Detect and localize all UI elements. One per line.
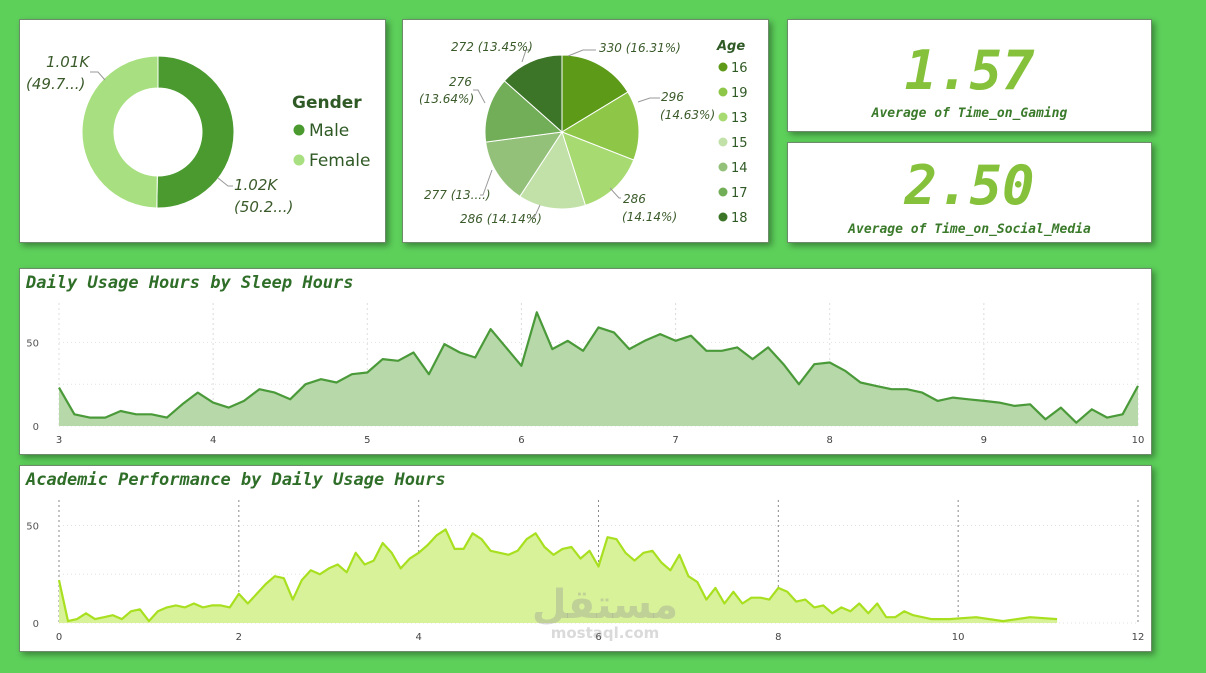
sleep-usage-xtick-0: 3 [56, 435, 62, 446]
age-slice-18 [503, 54, 563, 134]
kpi-gaming-label: Average of Time_on_Gaming [871, 106, 1068, 121]
academic-usage-line [57, 528, 1058, 623]
academic-usage-ytick-1: 50 [26, 522, 39, 533]
academic-usage-xtick-3: 6 [595, 632, 601, 643]
gender-legend-title: Gender [292, 93, 362, 113]
age-label-18-value: 272 (13.45%) [451, 40, 533, 54]
sleep-usage-xtick-1: 4 [210, 435, 216, 446]
gender-leader-male [217, 177, 233, 187]
academic-usage-xtick-4: 8 [775, 632, 781, 643]
academic-usage-area-chart: 0 50 0 2 4 6 8 10 12 [26, 500, 1145, 643]
age-slice-15 [519, 130, 587, 210]
age-legend-label-16: 16 [731, 61, 748, 76]
age-legend-label-18: 18 [731, 211, 748, 226]
kpi-social-value: 2.50 [904, 154, 1035, 217]
age-legend-title: Age [716, 39, 745, 54]
sleep-usage-ytick-1: 50 [26, 338, 39, 349]
age-legend-label-14: 14 [731, 161, 748, 176]
age-pie-chart: 330 (16.31%) 296 (14.63%) 286 (14.14%) 286 (1… [419, 39, 748, 226]
sleep-usage-card: Daily Usage Hours by Sleep Hours 0 50 3 4 5 6… [19, 268, 1152, 455]
sleep-usage-xtick-6: 9 [981, 435, 987, 446]
age-label-13-leader [609, 187, 621, 199]
age-legend-label-13: 13 [731, 111, 748, 126]
age-label-19-leader [637, 97, 660, 103]
age-label-18-leader [521, 49, 531, 63]
sleep-usage-area [59, 312, 1138, 426]
age-pie-card: 330 (16.31%) 296 (14.63%) 286 (14.14%) 286 (1… [402, 19, 769, 243]
academic-usage-xtick-2: 4 [415, 632, 421, 643]
age-label-17-value: 276 [449, 75, 472, 89]
sleep-usage-line [58, 311, 1139, 424]
age-slice-16 [561, 54, 629, 133]
age-label-16-leader [567, 49, 596, 57]
sleep-usage-xtick-2: 5 [364, 435, 370, 446]
gender-donut-card: 1.02K (50.2...) 1.01K (49.7...) Gender Male Fe… [19, 19, 386, 243]
age-label-13-percent: (14.14%) [622, 210, 677, 224]
age-label-14-leader [480, 169, 493, 196]
age-label-15-leader [530, 204, 541, 219]
age-label-13-value: 286 [623, 192, 646, 206]
age-legend-marker-14 [718, 162, 728, 172]
age-legend-label-17: 17 [731, 186, 748, 201]
academic-usage-title: Academic Performance by Daily Usage Hour… [26, 470, 446, 490]
gender-label-male-percent: (50.2...) [234, 198, 293, 216]
kpi-gaming-value: 1.57 [904, 39, 1035, 102]
gender-legend-label-male: Male [309, 121, 349, 141]
age-legend-marker-18 [718, 212, 728, 222]
gender-label-male-value: 1.02K [234, 176, 278, 194]
kpi-social-label: Average of Time_on_Social_Media [848, 222, 1091, 237]
age-label-17-percent: (13.64%) [419, 92, 474, 106]
gender-leader-female [90, 71, 106, 81]
age-label-17-leader [473, 89, 486, 104]
gender-donut-chart: 1.02K (50.2...) 1.01K (49.7...) Gender Male Fe… [26, 53, 370, 216]
kpi-gaming-card: 1.57 Average of Time_on_Gaming [787, 19, 1152, 132]
age-legend-marker-16 [718, 62, 728, 72]
age-slice-19 [560, 91, 640, 161]
sleep-usage-area-chart: 0 50 3 4 5 6 7 8 9 10 [26, 303, 1145, 446]
age-legend-marker-15 [718, 137, 728, 147]
sleep-usage-xtick-5: 8 [827, 435, 833, 446]
age-label-19-value: 296 [661, 90, 684, 104]
kpi-social-card: 2.50 Average of Time_on_Social_Media [787, 142, 1152, 243]
age-label-14-value: 277 (13....) [424, 188, 491, 202]
gender-slice-female [81, 55, 159, 209]
sleep-usage-xtick-7: 10 [1132, 435, 1145, 446]
sleep-usage-xtick-3: 6 [518, 435, 524, 446]
academic-usage-xtick-6: 12 [1132, 632, 1145, 643]
gender-legend-marker-male [293, 124, 305, 136]
gender-slice-male [156, 55, 235, 209]
sleep-usage-title: Daily Usage Hours by Sleep Hours [26, 273, 354, 293]
sleep-usage-ytick-0: 0 [33, 422, 39, 433]
age-slice-17 [484, 80, 564, 143]
sleep-usage-xtick-4: 7 [672, 435, 678, 446]
age-legend-marker-13 [718, 112, 728, 122]
age-legend-marker-17 [718, 187, 728, 197]
gender-label-female-value: 1.01K [46, 53, 90, 71]
age-label-16-value: 330 (16.31%) [599, 41, 681, 55]
age-legend-marker-19 [718, 87, 728, 97]
age-label-15-value: 286 (14.14%) [460, 212, 542, 226]
academic-usage-area [59, 529, 1058, 623]
gender-label-female-percent: (49.7...) [26, 75, 85, 93]
academic-usage-xtick-5: 10 [952, 632, 965, 643]
age-label-19-percent: (14.63%) [660, 108, 715, 122]
academic-usage-xtick-1: 2 [236, 632, 242, 643]
academic-usage-xtick-0: 0 [56, 632, 62, 643]
age-legend-label-15: 15 [731, 136, 748, 151]
academic-usage-card: Academic Performance by Daily Usage Hour… [19, 465, 1152, 652]
gender-legend-label-female: Female [309, 151, 370, 171]
age-slice-14 [485, 131, 564, 198]
academic-usage-ytick-0: 0 [33, 619, 39, 630]
age-legend-label-19: 19 [731, 86, 748, 101]
gender-legend-marker-female [293, 154, 305, 166]
